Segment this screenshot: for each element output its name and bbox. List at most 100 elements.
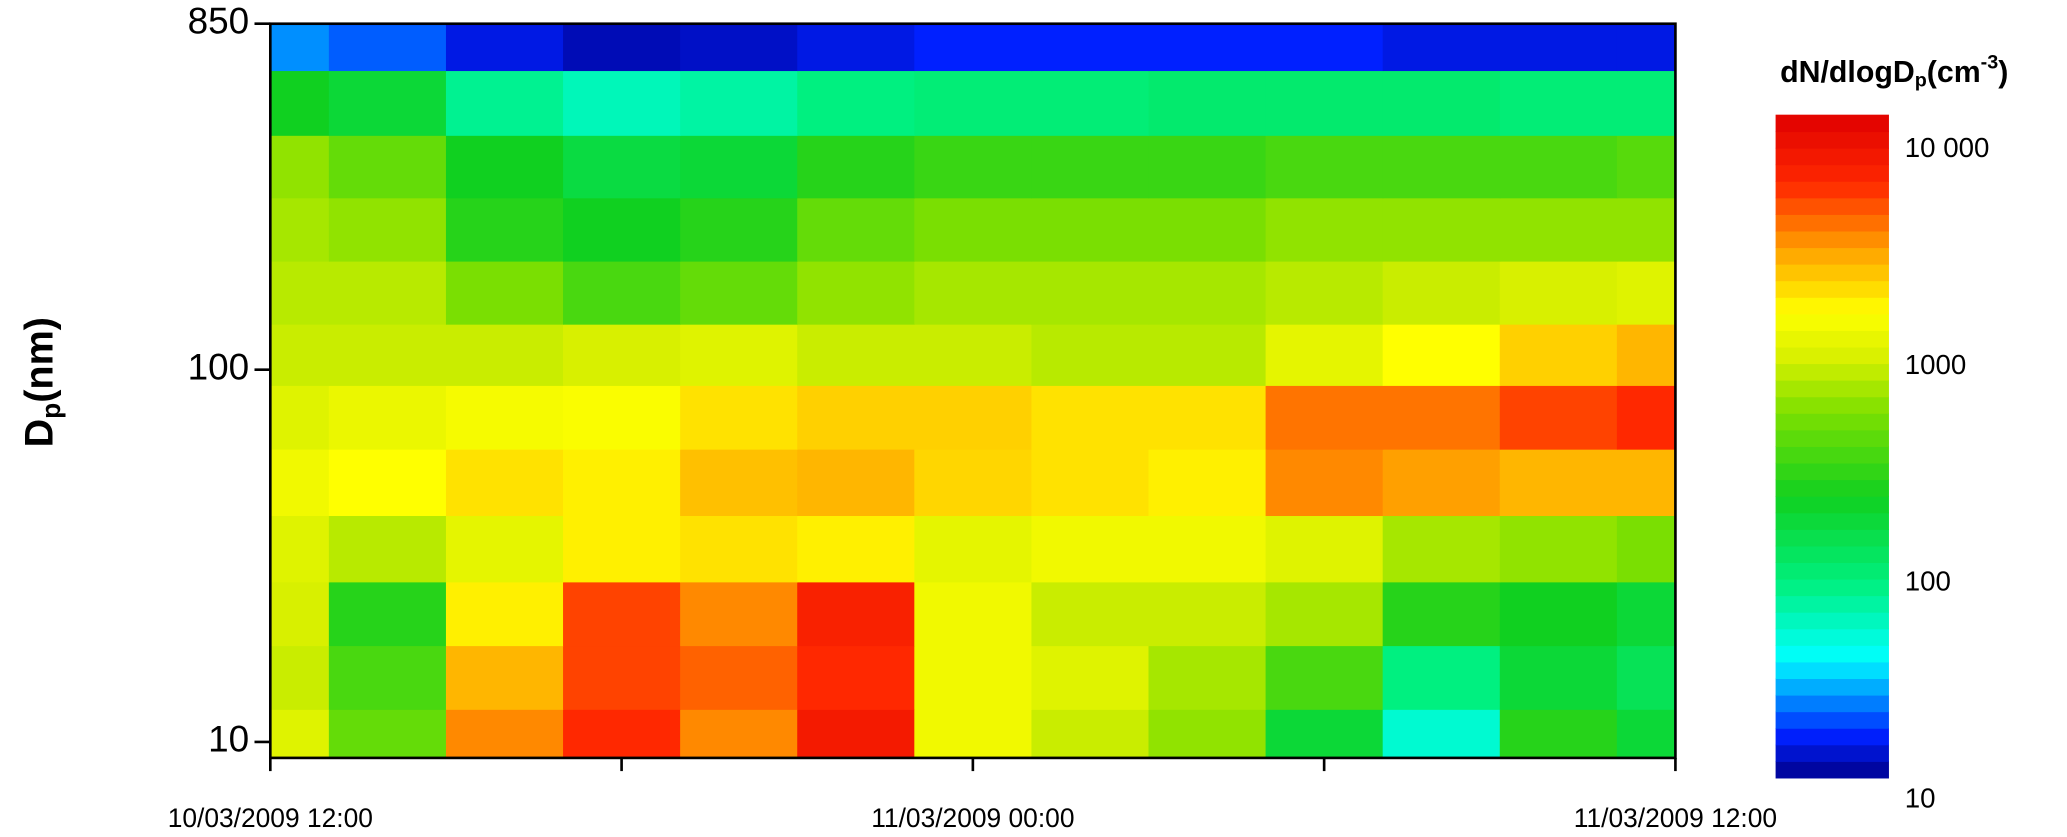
colorbar-band	[1775, 297, 1889, 315]
contour-cell	[680, 448, 798, 517]
contour-cell	[1499, 581, 1618, 647]
colorbar-band	[1775, 346, 1889, 365]
contour-cell	[328, 197, 447, 262]
contour-cell	[1265, 135, 1384, 199]
contour-cell	[1616, 135, 1676, 199]
y-tick-label: 850	[188, 0, 250, 41]
contour-cell	[1265, 645, 1384, 710]
colorbar-band	[1775, 595, 1889, 613]
contour-cell	[680, 385, 798, 450]
colorbar-band	[1775, 197, 1889, 215]
contour-cell	[1382, 197, 1501, 262]
contour-cell	[1031, 581, 1150, 647]
contour-cell	[445, 645, 564, 710]
contour-cell	[1148, 197, 1267, 262]
colorbar-band	[1775, 230, 1889, 249]
contour-cell	[1616, 645, 1676, 710]
x-tick-label: 11/03/2009 12:00	[1574, 803, 1777, 833]
colorbar-band	[1775, 479, 1889, 497]
contour-cell	[1031, 260, 1150, 325]
contour-cell	[1499, 70, 1618, 136]
contour-cell	[445, 197, 564, 262]
contour-cell	[563, 197, 681, 262]
colorbar-band	[1775, 131, 1889, 149]
colorbar-band	[1775, 429, 1889, 447]
contour-cell	[1031, 324, 1150, 386]
contour-cell	[680, 23, 798, 72]
contour-cell	[563, 135, 681, 199]
contour-cell	[445, 324, 564, 386]
y-tick-label: 100	[188, 346, 250, 387]
colorbar-band	[1775, 147, 1889, 166]
contour-cell	[1265, 515, 1384, 583]
contour-cell	[328, 448, 447, 517]
contour-cell	[1616, 23, 1676, 72]
contour-cell	[1031, 448, 1150, 517]
contour-cell	[797, 645, 915, 710]
colorbar-band	[1775, 330, 1889, 348]
contour-cell	[445, 23, 564, 72]
contour-cell	[914, 135, 1033, 199]
contour-cell	[1148, 385, 1267, 450]
contour-cell	[563, 70, 681, 136]
contour-cell	[1265, 70, 1384, 136]
colorbar-band	[1775, 512, 1889, 530]
contour-cell	[1031, 385, 1150, 450]
contour-cell	[445, 515, 564, 583]
colorbar-band	[1775, 545, 1889, 563]
contour-cell	[270, 324, 330, 386]
contour-cell	[797, 135, 915, 199]
contour-cell	[328, 515, 447, 583]
contour-cell	[914, 709, 1033, 758]
y-label-sub: p	[36, 403, 66, 419]
contour-cell	[1382, 709, 1501, 758]
contour-cell	[328, 645, 447, 710]
contour-cell	[1382, 581, 1501, 647]
contour-cell	[1616, 448, 1676, 517]
contour-cell	[1031, 135, 1150, 199]
contour-cell	[445, 448, 564, 517]
colorbar-label-sub: p	[1915, 70, 1927, 92]
contour-cell	[1499, 448, 1618, 517]
contour-cell	[914, 385, 1033, 450]
contour-cell	[328, 70, 447, 136]
contour-cell	[1499, 260, 1618, 325]
contour-cell	[1382, 70, 1501, 136]
colorbar-band	[1775, 529, 1889, 547]
contour-cell	[1382, 23, 1501, 72]
contour-cell	[563, 709, 681, 758]
contour-cell	[1382, 645, 1501, 710]
contour-cell	[445, 709, 564, 758]
contour-cell	[1616, 515, 1676, 583]
colorbar-band	[1775, 313, 1889, 331]
contour-cell	[680, 324, 798, 386]
colorbar-tick-label: 10 000	[1905, 132, 1990, 163]
contour-cell	[1382, 135, 1501, 199]
contour-cell	[680, 70, 798, 136]
contour-cell	[1148, 645, 1267, 710]
contour-cell	[328, 324, 447, 386]
contour-cell	[328, 581, 447, 647]
contour-cell	[1265, 324, 1384, 386]
colorbar-band	[1775, 711, 1889, 729]
contour-cell	[563, 448, 681, 517]
contour-cell	[1499, 23, 1618, 72]
colorbar-band	[1775, 180, 1889, 199]
contour-cell	[1499, 135, 1618, 199]
colorbar-band	[1775, 628, 1889, 646]
contour-cell	[1148, 709, 1267, 758]
colorbar-band	[1775, 263, 1889, 282]
contour-cell	[914, 581, 1033, 647]
colorbar-band	[1775, 280, 1889, 298]
contour-cell	[270, 260, 330, 325]
contour-cell	[445, 581, 564, 647]
contour-cell	[1499, 709, 1618, 758]
contour-cell	[1031, 23, 1150, 72]
contour-cell	[563, 581, 681, 647]
contour-cell	[270, 385, 330, 450]
contour-cell	[1382, 324, 1501, 386]
colorbar-label: dN/dlogDp(cm-3)	[1780, 51, 2008, 91]
contour-cell	[563, 260, 681, 325]
contour-cell	[563, 324, 681, 386]
